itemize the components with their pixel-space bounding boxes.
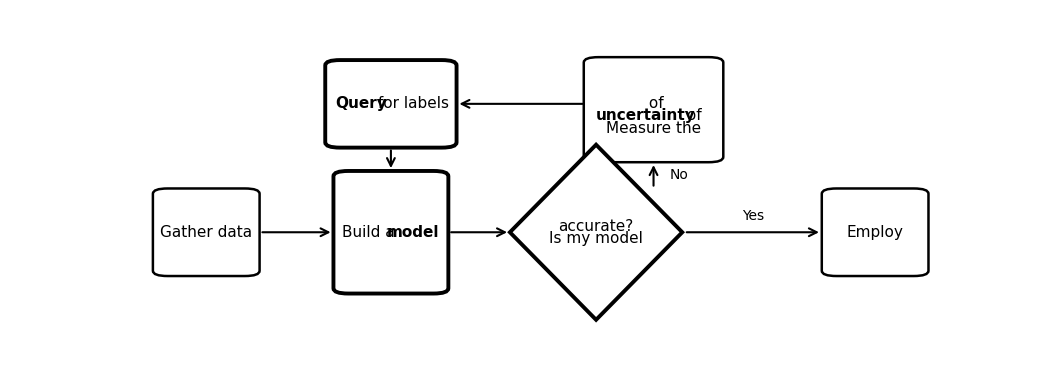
Text: uncertainty: uncertainty [596,108,696,123]
FancyBboxPatch shape [325,60,456,147]
FancyBboxPatch shape [334,171,448,294]
FancyBboxPatch shape [152,188,259,276]
Text: of: of [682,108,702,123]
Text: Query: Query [336,96,388,111]
Text: for labels: for labels [373,96,449,111]
Text: No: No [670,168,688,182]
Text: Gather data: Gather data [160,225,252,240]
FancyBboxPatch shape [584,57,723,162]
Text: Measure the: Measure the [606,121,701,136]
Text: Build a: Build a [342,225,399,240]
Text: Yes: Yes [741,209,764,223]
Text: Employ: Employ [847,225,903,240]
Text: model: model [387,225,439,240]
Text: of: of [644,96,663,111]
Polygon shape [510,145,682,320]
Text: Is my model: Is my model [550,231,643,246]
Text: accurate?: accurate? [558,219,633,233]
FancyBboxPatch shape [822,188,929,276]
